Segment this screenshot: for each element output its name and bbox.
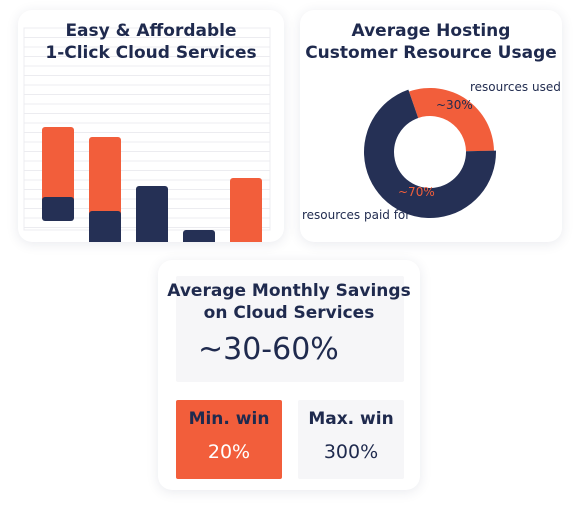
legend-resources-paid: resources paid for [302, 208, 410, 222]
resource-usage-card: Average Hosting Customer Resource Usage … [300, 10, 562, 242]
cloud-services-title-line1: Easy & Affordable [65, 21, 237, 41]
min-win-label: Min. win [188, 409, 270, 429]
max-win-box: Max. win 300% [298, 400, 404, 479]
bar-navy-2 [89, 211, 121, 242]
legend-resources-used: resources used [470, 80, 561, 94]
savings-title: Average Monthly Savings on Cloud Service… [158, 280, 420, 324]
resource-usage-title-line1: Average Hosting [351, 21, 511, 41]
pct-resources-used: ~30% [436, 98, 473, 112]
slice-resources-used [409, 88, 494, 152]
bar-navy-4 [183, 230, 215, 242]
bar-orange-2 [89, 137, 121, 217]
pct-resources-paid: ~70% [398, 185, 435, 199]
savings-title-line2: on Cloud Services [203, 303, 375, 323]
savings-panel [176, 276, 404, 382]
bar-navy-1 [42, 197, 74, 221]
resource-usage-donut: resources used ~30% ~70% resources paid … [302, 80, 561, 222]
bar-orange-1 [42, 127, 74, 203]
max-win-label: Max. win [308, 409, 394, 429]
bar-navy-3 [136, 186, 168, 242]
min-win-box: Min. win 20% [176, 400, 282, 479]
bars-chart [23, 27, 271, 242]
resource-usage-title: Average Hosting Customer Resource Usage [300, 20, 562, 64]
resource-usage-title-line2: Customer Resource Usage [305, 43, 557, 63]
slice-resources-paid [364, 89, 496, 218]
savings-title-line1: Average Monthly Savings [167, 281, 411, 301]
bar-orange-5 [230, 178, 262, 242]
cloud-services-title-line2: 1-Click Cloud Services [45, 43, 257, 63]
cloud-services-card: Easy & Affordable 1-Click Cloud Services [18, 10, 284, 242]
cloud-services-title: Easy & Affordable 1-Click Cloud Services [18, 20, 284, 64]
savings-value: ~30-60% [198, 332, 339, 367]
max-win-value: 300% [323, 441, 379, 463]
min-win-value: 20% [207, 441, 251, 463]
monthly-savings-card: Average Monthly Savings on Cloud Service… [158, 260, 420, 490]
